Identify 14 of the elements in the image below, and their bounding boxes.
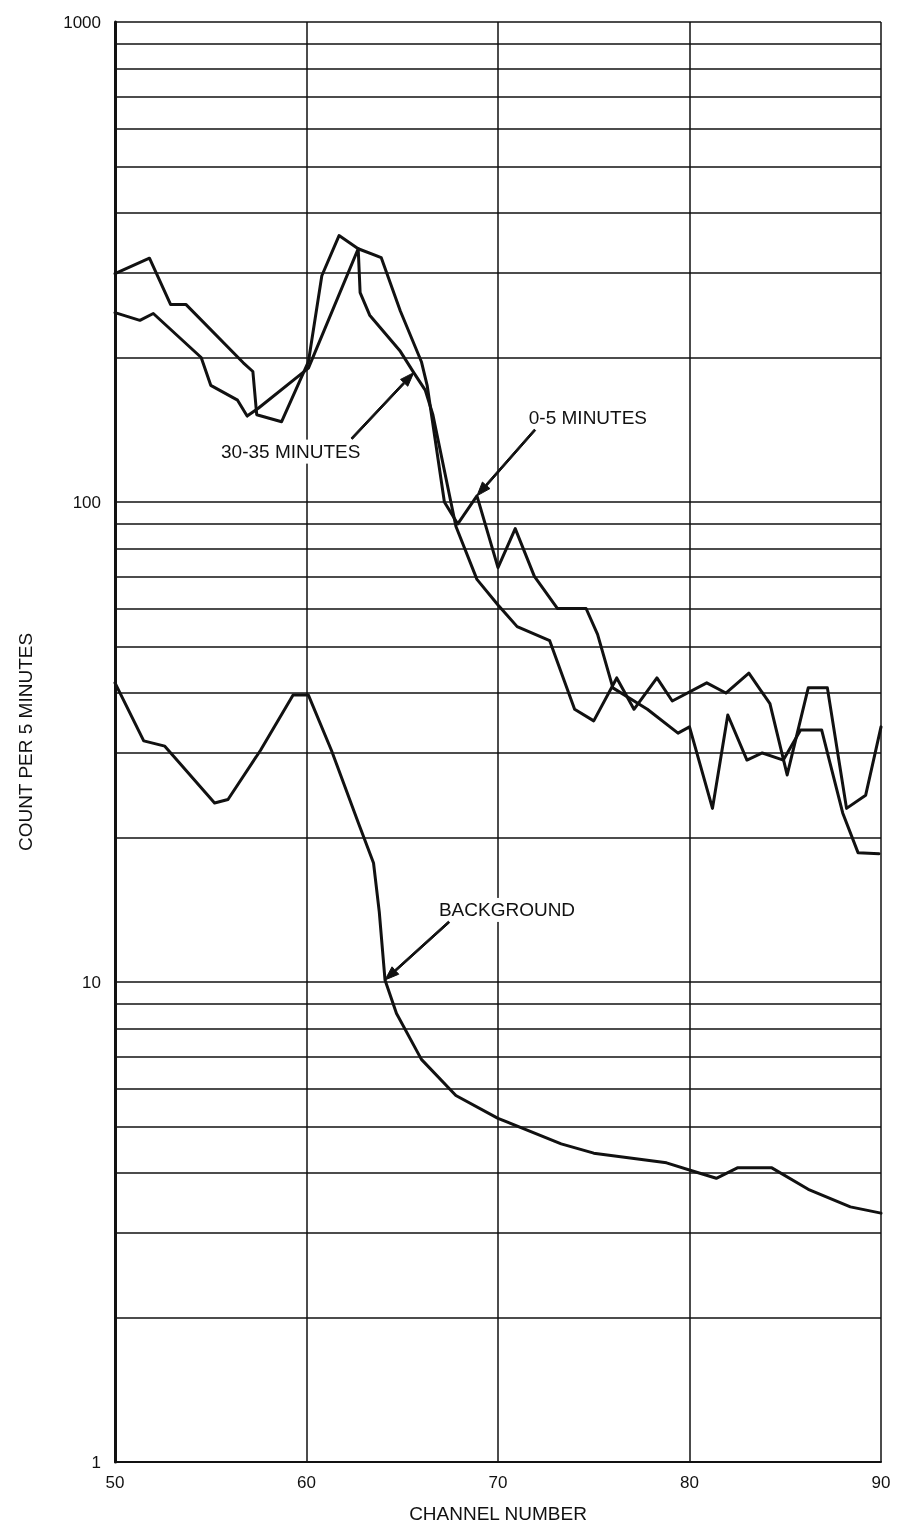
annotation: 30-35 MINUTES <box>221 441 361 463</box>
y-tick-label: 100 <box>72 492 101 512</box>
x-tick-label: 70 <box>488 1473 508 1492</box>
y-tick-label: 1 <box>91 1452 101 1472</box>
y-tick-label: 1000 <box>63 12 101 32</box>
x-tick-label: 50 <box>105 1473 125 1492</box>
x-tick-label: 60 <box>297 1473 316 1492</box>
y-tick-label: 10 <box>82 972 101 992</box>
x-tick-label: 80 <box>680 1473 699 1492</box>
x-axis-title: CHANNEL NUMBER <box>409 1503 587 1524</box>
annotation: BACKGROUND <box>438 899 576 921</box>
y-axis-title: COUNT PER 5 MINUTES <box>15 632 36 852</box>
x-tick-label: 90 <box>871 1473 891 1492</box>
annotation: 0-5 MINUTES <box>528 407 648 429</box>
